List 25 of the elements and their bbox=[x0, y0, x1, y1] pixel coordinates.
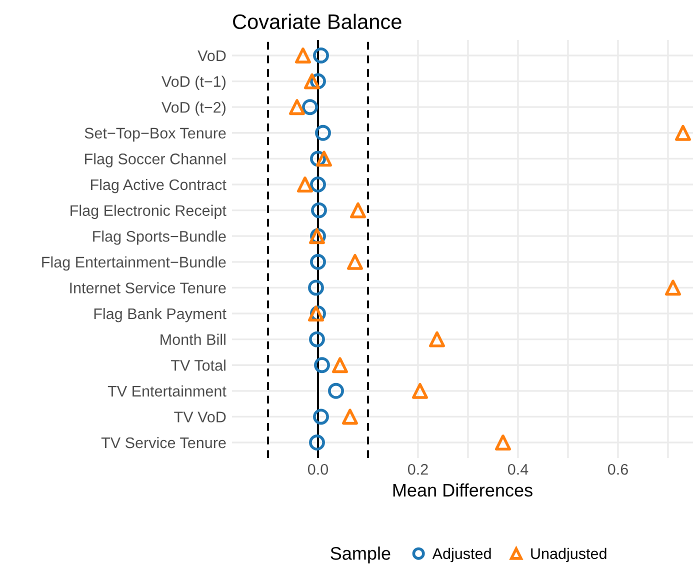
y-tick-label: Internet Service Tenure bbox=[70, 282, 226, 294]
legend-label: Adjusted bbox=[432, 548, 491, 562]
y-tick-label: VoD bbox=[198, 50, 226, 62]
chart-title: Covariate Balance bbox=[233, 14, 402, 30]
x-tick-label: 0.4 bbox=[508, 464, 528, 475]
y-tick-label: TV VoD bbox=[174, 412, 226, 422]
y-tick-label: TV Service Tenure bbox=[101, 436, 226, 448]
y-tick-label: Set−Top−Box Tenure bbox=[84, 128, 226, 142]
y-tick-label: Flag Active Contract bbox=[90, 178, 226, 194]
y-tick-label: Flag Entertainment−Bundle bbox=[42, 256, 226, 271]
x-tick-label: 0.0 bbox=[308, 464, 328, 475]
y-tick-label: TV Total bbox=[171, 360, 226, 371]
legend-label: Unadjusted bbox=[531, 548, 606, 562]
y-tick-label: Flag Sports−Bundle bbox=[93, 230, 226, 245]
y-tick-label: Flag Bank Payment bbox=[94, 308, 226, 322]
x-tick-label: 0.6 bbox=[608, 464, 628, 475]
y-tick-label: Flag Soccer Channel bbox=[85, 153, 226, 168]
x-axis-title: Mean Differences bbox=[393, 483, 532, 497]
y-tick-label: Flag Electronic Receipt bbox=[70, 204, 226, 219]
y-tick-label: VoD (t−1) bbox=[162, 76, 226, 90]
y-tick-label: Month Bill bbox=[160, 334, 226, 345]
x-tick-label: 0.2 bbox=[408, 464, 428, 475]
legend-title: Sample bbox=[330, 546, 390, 564]
y-tick-label: VoD (t−2) bbox=[162, 102, 226, 116]
y-tick-label: TV Entertainment bbox=[108, 385, 226, 397]
